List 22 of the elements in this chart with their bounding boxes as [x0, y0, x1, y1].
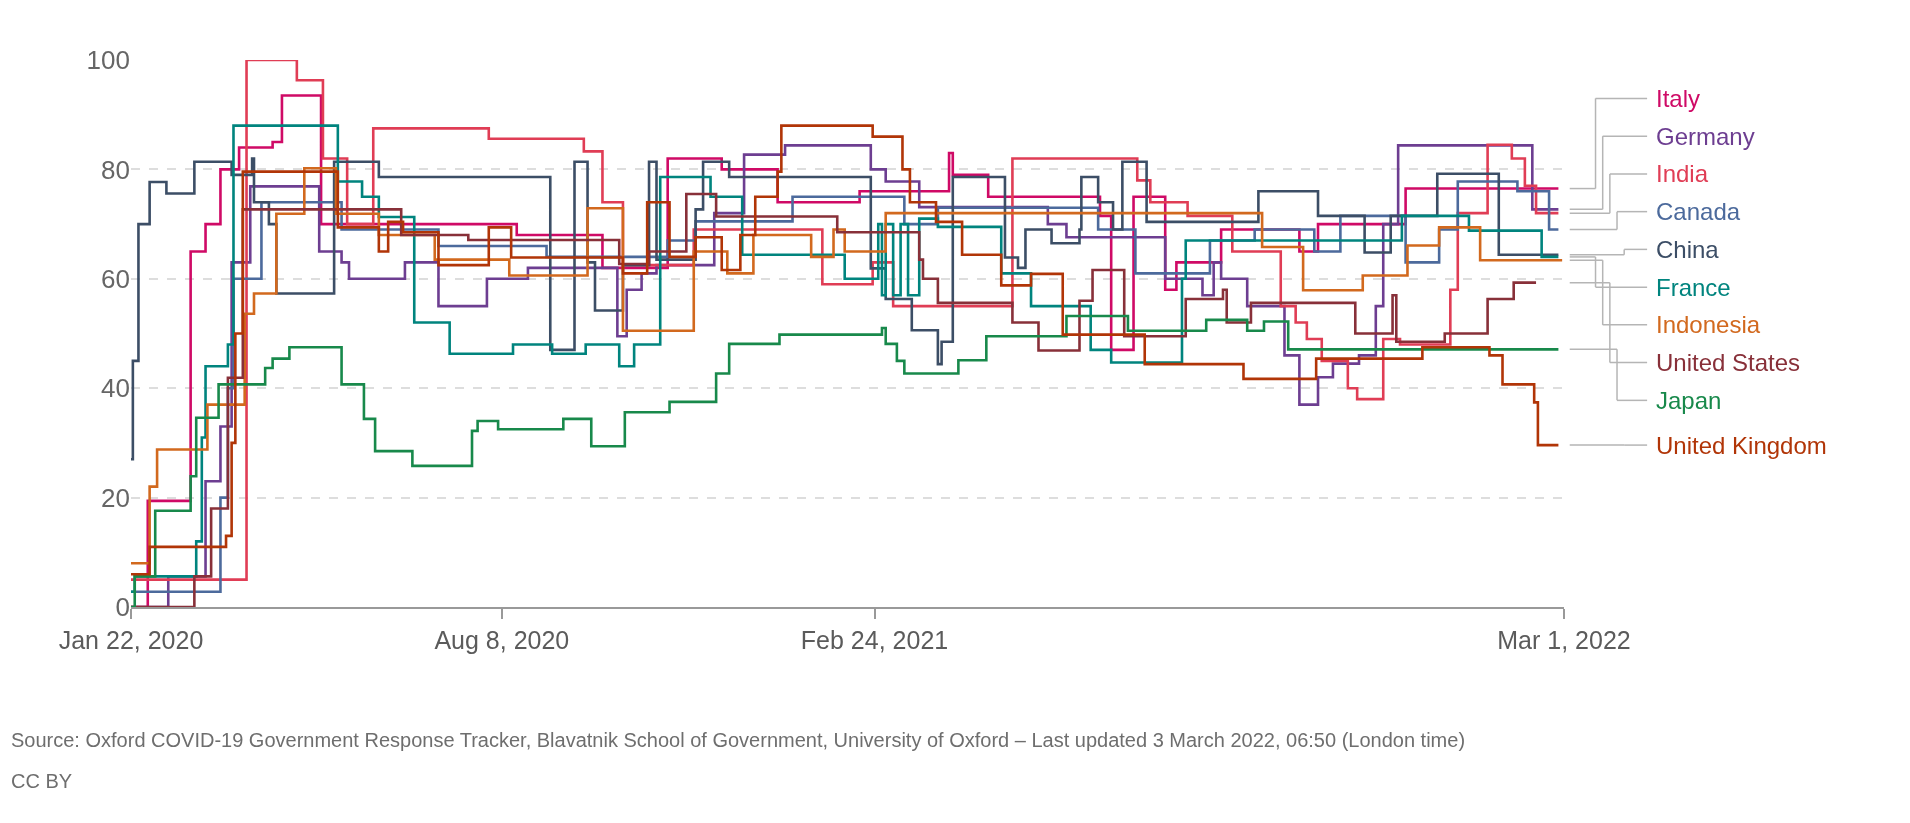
text: China	[1656, 236, 1720, 263]
y-tick-label: 60	[101, 263, 130, 294]
text: India	[1656, 160, 1709, 187]
x-tick-label: Mar 1, 2022	[1497, 626, 1631, 654]
y-tick-label: 40	[101, 373, 130, 404]
y-tick-label: 100	[86, 45, 130, 76]
text: Italy	[1656, 85, 1701, 112]
y-tick-label: 0	[115, 592, 130, 623]
y-tick-label: 20	[101, 482, 130, 513]
x-tick-label: Aug 8, 2020	[434, 626, 570, 654]
text: Indonesia	[1656, 311, 1761, 338]
text: CC BY	[11, 770, 73, 792]
text: United States	[1656, 349, 1801, 376]
x-tick-label: Jan 22, 2020	[58, 626, 204, 654]
x-tick-label: Feb 24, 2021	[800, 626, 949, 654]
text: Japan	[1656, 387, 1722, 414]
y-tick-label: 80	[101, 154, 130, 185]
source-note: Source: Oxford COVID-19 Government Response Tracker, Blavatnik School of Government, University of Oxford – Last updated 3 March 2022, 06:50 (London time)	[11, 729, 1466, 751]
text: Canada	[1656, 198, 1741, 225]
text: France	[1656, 274, 1731, 301]
text: Germany	[1656, 123, 1755, 150]
text: United Kingdom	[1656, 432, 1827, 459]
